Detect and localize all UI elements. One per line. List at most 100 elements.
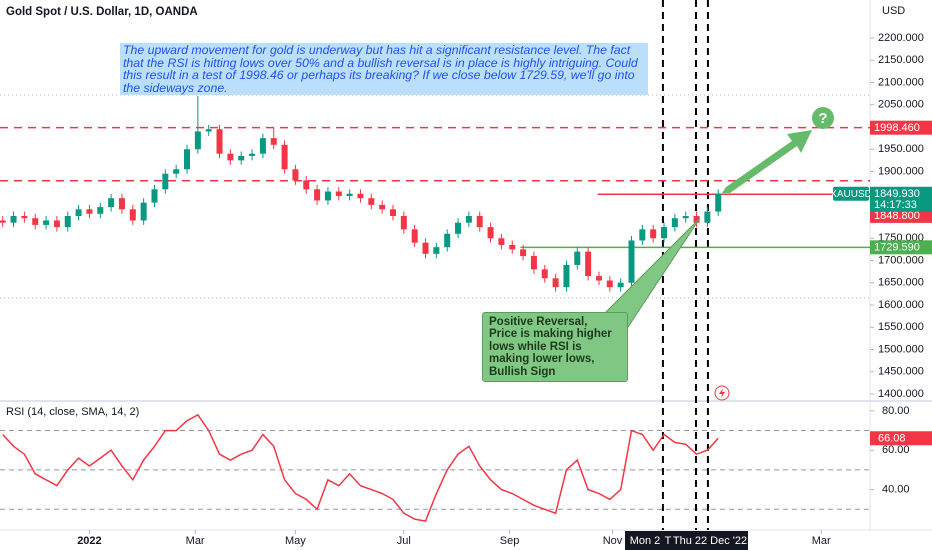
candle-body [650,229,657,239]
candle-body [444,233,451,248]
callout-line: Positive Reversal, [489,316,588,328]
candle-body [292,169,299,181]
candle-body [335,191,342,196]
rsi-tick-label: 60.00 [882,444,910,456]
time-cursor-label: T [665,535,672,547]
candle-body [498,238,505,245]
rsi-tick-label: 80.00 [882,405,910,417]
last-price-label: 1849.930 [874,188,920,200]
candle-body [520,249,527,257]
candle-body [400,215,407,230]
candle-body [10,215,17,223]
callout-box: Positive Reversal, Price is making higher… [482,312,628,382]
x-tick-label: Sep [500,535,520,547]
callout-line: lows while RSI is [489,340,582,353]
symbol-tag: XAUUSD [830,189,872,200]
currency-label: USD [882,5,905,17]
y-tick-label: 2050.000 [878,99,924,111]
candle-body [617,282,624,288]
candle-body [595,276,602,281]
last-price-bg [870,186,932,212]
candle-body [194,131,201,150]
candle-body [227,153,234,161]
chart-title: Gold Spot / U.S. Dollar, 1D, OANDA [6,6,198,18]
candle-body [314,189,321,201]
candle-body [628,240,635,283]
time-cursor-label: Mon 2 [630,535,661,547]
candle-body [129,209,136,221]
candle-body [433,247,440,254]
event-bolt [719,388,725,398]
x-tick-label: Mar [186,535,205,547]
candle-body [346,193,353,196]
candle-body [86,209,93,214]
candle-body [552,278,559,288]
rsi-last-label: 66.08 [878,433,906,445]
candle-body [151,189,158,203]
y-tick-label: 1700.000 [878,254,924,266]
candle-body [64,215,71,228]
question-mark: ? [818,110,827,127]
symbol-tag-bg [833,186,869,201]
candle-body [0,220,6,223]
candle-body [541,269,548,279]
y-tick-label: 1550.000 [878,321,924,333]
candle-body [379,204,386,210]
y-tick-label: 1400.000 [878,388,924,400]
candle-body [97,207,104,214]
candle-body [530,256,537,270]
candle-body [270,138,277,145]
candle-body [389,209,396,216]
trend-arrow [722,130,812,193]
callout-line: making lower lows, [489,353,595,366]
rsi-line [2,413,719,522]
candle-body [249,153,256,156]
x-tick-label: Mar [812,535,831,547]
candle-body [32,218,39,225]
candle-body [476,215,483,228]
y-tick-label: 1950.000 [878,143,924,155]
time-cursor-label: Thu 22 Dec '22 [673,535,747,547]
rsi-title: RSI (14, close, SMA, 14, 2) [6,406,139,418]
candle-body [661,227,668,239]
candle-body [639,229,646,241]
y-tick-label: 2100.000 [878,76,924,88]
time-cursor-bg [625,531,748,550]
y-tick-label: 2200.000 [878,32,924,44]
y-tick-label: 1450.000 [878,366,924,378]
x-tick-label: Nov [603,535,623,547]
candle-body [162,173,169,190]
countdown: 14:17:33 [874,199,917,211]
candle-body [281,144,288,170]
question-badge [812,107,834,129]
candle-body [324,191,331,201]
rsi-tick-label: 40.00 [882,484,910,496]
candle-body [53,220,60,228]
level-label-bg [870,208,932,223]
candle-body [357,193,364,199]
candle-body [140,202,147,221]
level-label-bg [870,120,932,135]
candle-body [216,129,223,154]
callout-line: Bullish Sign [489,365,556,378]
candle-body [671,218,678,228]
candle-body [574,251,581,265]
candle-body [563,264,570,288]
candle-body [368,198,375,205]
y-tick-label: 1900.000 [878,165,924,177]
y-tick-label: 2150.000 [878,54,924,66]
candle-body [108,198,115,208]
candle-body [704,211,711,223]
rsi-last-bg [870,431,932,446]
y-tick-label: 1500.000 [878,343,924,355]
candle-body [465,215,472,223]
candle-body [238,155,245,161]
candle-body [606,280,613,288]
x-tick-label: 2022 [77,535,101,547]
level-label: 1848.800 [874,210,920,222]
level-label-bg [870,240,932,255]
candle-body [259,138,266,154]
candle-body [303,180,310,190]
candle-body [715,193,722,212]
candle-body [487,227,494,239]
